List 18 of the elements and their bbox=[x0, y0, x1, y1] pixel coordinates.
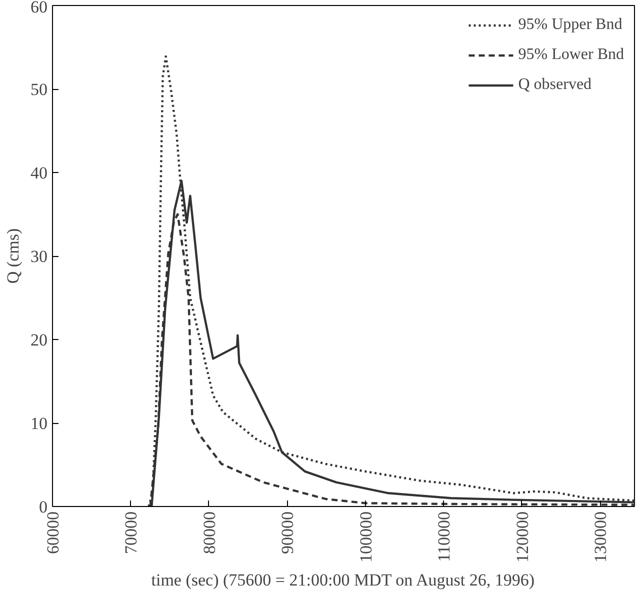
y-tick-label: 50 bbox=[30, 80, 48, 99]
y-tick-label: 20 bbox=[30, 330, 48, 350]
x-tick-label: 70000 bbox=[122, 512, 141, 554]
legend-label: Q observed bbox=[518, 76, 592, 94]
x-tick-label: 80000 bbox=[200, 512, 219, 554]
legend-label: 95% Upper Bnd bbox=[518, 16, 622, 34]
legend-label: 95% Lower Bnd bbox=[518, 46, 624, 64]
x-tick-label: 110000 bbox=[434, 511, 454, 562]
x-tick-label: 100000 bbox=[356, 512, 376, 562]
y-tick-label: 30 bbox=[30, 247, 48, 266]
x-tick-label: 90000 bbox=[278, 512, 298, 554]
y-tick-label: 10 bbox=[30, 414, 48, 433]
y-axis-title: Q (cms) bbox=[4, 228, 22, 284]
x-tick-label: 130000 bbox=[591, 512, 610, 562]
y-tick-label: 60 bbox=[30, 0, 48, 16]
y-tick-label: 40 bbox=[30, 164, 48, 182]
x-axis-title: time (sec) (75600 = 21:00:00 MDT on August 26, 1996) bbox=[151, 570, 535, 590]
x-tick-label: 120000 bbox=[512, 512, 532, 562]
